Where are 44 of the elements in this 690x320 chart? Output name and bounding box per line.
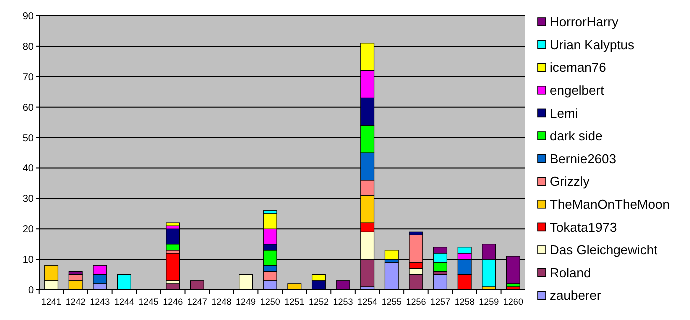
x-tick-label: 1251 bbox=[284, 297, 305, 307]
y-tick-label: 80 bbox=[22, 42, 34, 53]
legend-label: TheManOnTheMoon bbox=[550, 196, 670, 212]
x-tick-label: 1252 bbox=[308, 297, 329, 307]
x-tick-label: 1257 bbox=[430, 297, 451, 307]
y-tick-label: 90 bbox=[22, 12, 34, 22]
x-tick-label: 1243 bbox=[90, 297, 110, 307]
x-tick-label: 1253 bbox=[333, 297, 354, 307]
legend-label: dark side bbox=[550, 128, 603, 144]
legend-label: HorrorHarry bbox=[550, 14, 620, 30]
legend-label: Bernie2603 bbox=[550, 151, 616, 166]
legend-label: iceman76 bbox=[550, 60, 606, 76]
x-tick-label: 1248 bbox=[212, 297, 232, 307]
y-tick-label: 30 bbox=[22, 194, 34, 206]
y-tick-label: 20 bbox=[22, 224, 34, 236]
x-tick-label: 1254 bbox=[358, 297, 378, 307]
bar bbox=[166, 222, 180, 226]
x-tick-label: 1255 bbox=[382, 297, 402, 307]
y-tick-label: 10 bbox=[22, 255, 34, 266]
legend-label: Grizzly bbox=[550, 174, 590, 190]
x-tick-label: 1246 bbox=[163, 297, 184, 307]
legend-label: Das Gleichgewicht bbox=[550, 242, 658, 258]
x-tick-label: 1250 bbox=[260, 297, 280, 307]
x-tick-label: 1244 bbox=[114, 297, 134, 307]
x-tick-label: 1249 bbox=[236, 297, 256, 307]
y-tick-label: 50 bbox=[22, 133, 34, 144]
x-tick-label: 1241 bbox=[42, 297, 62, 307]
x-tick-label: 1260 bbox=[503, 297, 524, 307]
x-tick-label: 1256 bbox=[406, 297, 426, 307]
y-tick-label: 70 bbox=[22, 72, 34, 84]
legend-label: zauberer bbox=[550, 288, 602, 304]
legend-label: Urian Kalyptus bbox=[550, 37, 636, 52]
x-tick-label: 1245 bbox=[138, 297, 159, 307]
y-tick-label: 40 bbox=[22, 164, 34, 175]
x-tick-label: 1247 bbox=[187, 297, 208, 307]
y-tick-label: 60 bbox=[22, 102, 34, 114]
y-tick-label: 0 bbox=[28, 286, 34, 296]
legend-label: Roland bbox=[550, 265, 592, 280]
legend-label: engelbert bbox=[550, 82, 605, 98]
legend-label: Lemi bbox=[550, 106, 578, 121]
x-tick-label: 1258 bbox=[454, 297, 475, 307]
x-tick-label: 1242 bbox=[66, 297, 86, 307]
x-tick-label: 1259 bbox=[479, 297, 500, 307]
legend-label: Tokata1973 bbox=[550, 220, 618, 235]
